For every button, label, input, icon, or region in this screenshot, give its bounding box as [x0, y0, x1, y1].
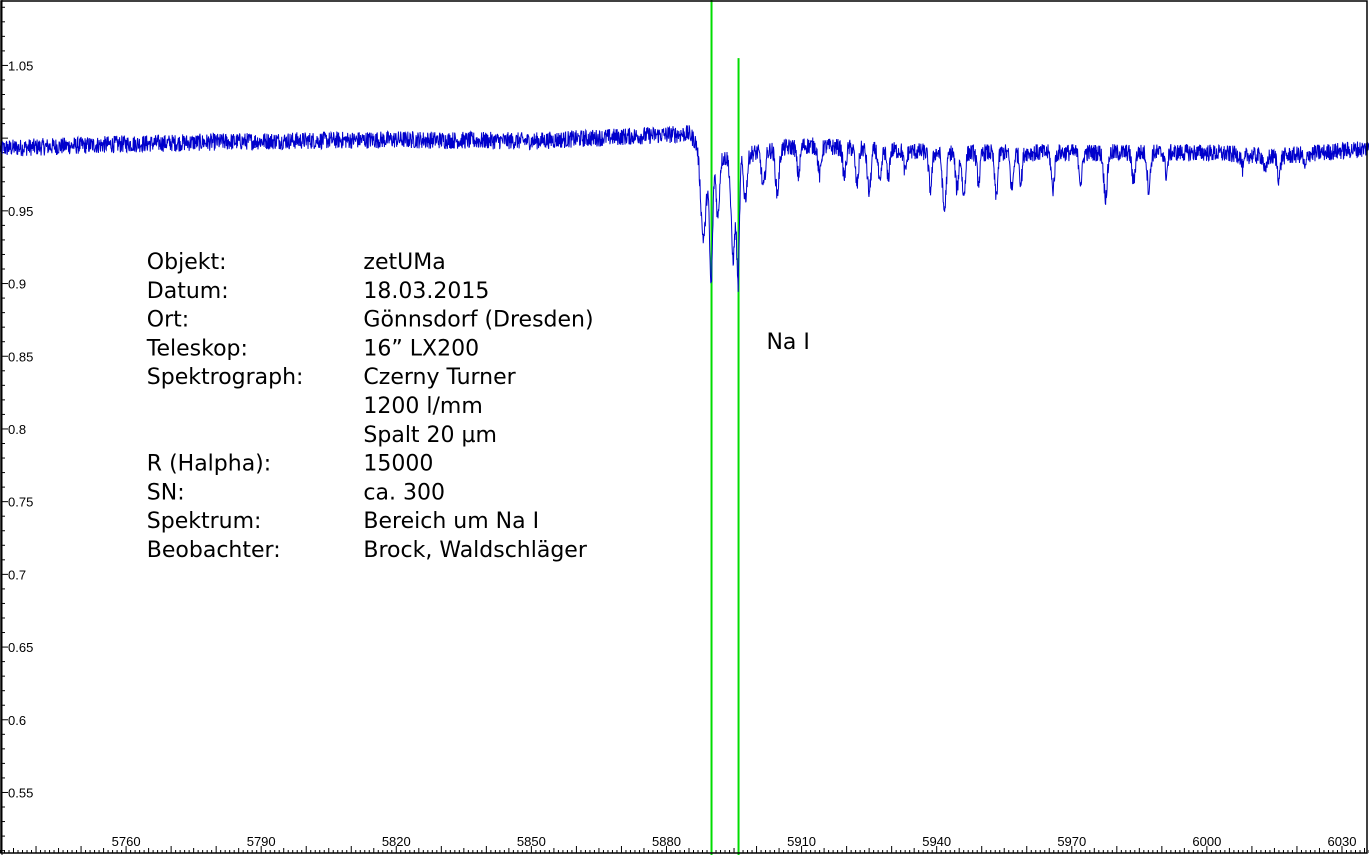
annotations: Na I [766, 330, 809, 355]
spectrum-series [0, 125, 1369, 292]
info-value: Czerny Turner [363, 365, 516, 390]
info-label: Beobachter: [147, 538, 281, 563]
x-tick-label: 5790 [247, 834, 276, 849]
observation-info: Objekt: zetUMa Datum: 18.03.2015 Ort: Gönnsdo… [146, 250, 594, 563]
info-value: Spalt 20 µm [363, 423, 497, 448]
x-tick-label: 5910 [787, 834, 816, 849]
info-value: ca. 300 [363, 480, 445, 505]
info-label: Spektrum: [147, 509, 262, 534]
info-label: Teleskop: [146, 336, 248, 361]
y-tick-label: 0.85 [8, 349, 33, 364]
info-label: Spektrograph: [147, 365, 304, 390]
info-label: Datum: [147, 279, 229, 304]
x-tick-label: 5820 [382, 834, 411, 849]
info-value: Bereich um Na I [363, 509, 539, 534]
y-tick-label: 0.7 [8, 567, 26, 582]
info-label: R (Halpha): [147, 452, 271, 477]
info-label: Objekt: [147, 250, 227, 275]
y-tick-label: 0.6 [8, 713, 26, 728]
y-tick-label: 0.95 [8, 204, 33, 219]
line-markers [710, 0, 740, 855]
info-label: SN: [147, 480, 185, 505]
y-tick-label: 0.8 [8, 422, 26, 437]
info-value: 16” LX200 [363, 336, 479, 361]
spectrum-line [0, 125, 1369, 292]
y-tick-label: 0.55 [8, 785, 33, 800]
x-tick-label: 6000 [1192, 834, 1221, 849]
y-tick-label: 0.9 [8, 277, 26, 292]
info-value: zetUMa [363, 250, 445, 275]
x-tick-label: 5940 [922, 834, 951, 849]
info-value: Gönnsdorf (Dresden) [363, 308, 593, 333]
info-value: 15000 [363, 452, 433, 477]
na-annotation: Na I [766, 330, 809, 355]
y-tick-label: 1.05 [8, 58, 33, 73]
y-axis: 0.55 0.6 0.65 0.7 0.75 0.8 0.85 0.9 0.95 1.05 [1, 0, 33, 855]
info-value: 1200 l/mm [363, 394, 482, 419]
info-value: Brock, Waldschläger [363, 538, 587, 563]
y-tick-label: 0.75 [8, 495, 33, 510]
x-tick-label: 5880 [652, 834, 681, 849]
x-tick-label: 6030 [1328, 834, 1357, 849]
x-tick-label: 5850 [517, 834, 546, 849]
y-tick-label: 0.65 [8, 640, 33, 655]
info-label: Ort: [147, 308, 189, 333]
info-value: 18.03.2015 [363, 279, 489, 304]
x-tick-label: 5760 [112, 834, 141, 849]
x-tick-label: 5970 [1057, 834, 1086, 849]
